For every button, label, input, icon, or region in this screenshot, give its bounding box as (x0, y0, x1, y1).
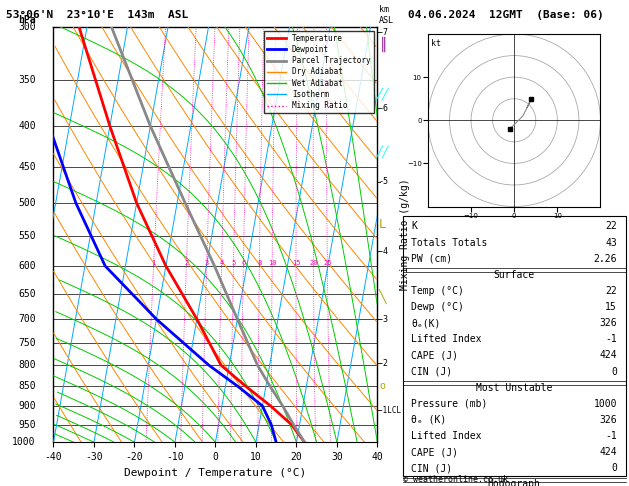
Text: 3: 3 (204, 260, 209, 266)
Text: θₑ (K): θₑ (K) (411, 415, 447, 425)
Text: 750: 750 (18, 338, 36, 348)
Text: hPa: hPa (18, 15, 36, 25)
Text: o: o (379, 381, 386, 391)
Text: ║: ║ (380, 36, 387, 52)
Text: 950: 950 (18, 419, 36, 430)
Text: 424: 424 (599, 350, 617, 361)
Text: 400: 400 (18, 121, 36, 131)
Text: 53°06'N  23°10'E  143m  ASL: 53°06'N 23°10'E 143m ASL (6, 10, 189, 20)
Text: ╲: ╲ (379, 289, 386, 304)
Text: -6: -6 (379, 104, 389, 113)
Text: θₑ(K): θₑ(K) (411, 318, 441, 328)
Text: 8: 8 (257, 260, 262, 266)
Text: 1000: 1000 (593, 399, 617, 409)
Text: 10: 10 (268, 260, 276, 266)
Text: -2: -2 (379, 359, 389, 367)
Text: 22: 22 (605, 286, 617, 296)
Text: 800: 800 (18, 360, 36, 370)
Text: 25: 25 (323, 260, 331, 266)
Text: 600: 600 (18, 261, 36, 271)
Text: CAPE (J): CAPE (J) (411, 447, 459, 457)
Text: Lifted Index: Lifted Index (411, 334, 482, 344)
Text: K: K (411, 222, 418, 231)
Text: CAPE (J): CAPE (J) (411, 350, 459, 361)
Text: Lifted Index: Lifted Index (411, 431, 482, 441)
Text: Most Unstable: Most Unstable (476, 382, 552, 393)
Text: 850: 850 (18, 381, 36, 391)
Text: 326: 326 (599, 415, 617, 425)
Text: 550: 550 (18, 231, 36, 241)
X-axis label: Dewpoint / Temperature (°C): Dewpoint / Temperature (°C) (125, 468, 306, 478)
Text: PW (cm): PW (cm) (411, 254, 453, 264)
Text: 650: 650 (18, 289, 36, 298)
Text: ╱╱: ╱╱ (376, 145, 389, 158)
Text: CIN (J): CIN (J) (411, 463, 453, 473)
Text: 350: 350 (18, 75, 36, 85)
Text: 5: 5 (231, 260, 235, 266)
Text: 0: 0 (611, 366, 617, 377)
Text: Surface: Surface (494, 270, 535, 280)
Legend: Temperature, Dewpoint, Parcel Trajectory, Dry Adiabat, Wet Adiabat, Isotherm, Mi: Temperature, Dewpoint, Parcel Trajectory… (264, 31, 374, 113)
Text: ╱╱: ╱╱ (376, 87, 389, 100)
Text: 1: 1 (152, 260, 155, 266)
Text: -1: -1 (605, 334, 617, 344)
Text: 2.26: 2.26 (593, 254, 617, 264)
Text: 04.06.2024  12GMT  (Base: 06): 04.06.2024 12GMT (Base: 06) (408, 10, 603, 20)
Text: 43: 43 (605, 238, 617, 247)
Text: 4: 4 (220, 260, 224, 266)
Text: 2: 2 (184, 260, 189, 266)
Text: -1LCL: -1LCL (379, 406, 402, 415)
Text: -3: -3 (379, 314, 389, 324)
Text: 15: 15 (292, 260, 300, 266)
Text: Pressure (mb): Pressure (mb) (411, 399, 488, 409)
Text: 22: 22 (605, 222, 617, 231)
Text: 900: 900 (18, 401, 36, 411)
Text: -7: -7 (379, 28, 389, 37)
Text: 326: 326 (599, 318, 617, 328)
Text: -1: -1 (605, 431, 617, 441)
Text: Temp (°C): Temp (°C) (411, 286, 464, 296)
Text: © weatheronline.co.uk: © weatheronline.co.uk (403, 474, 508, 484)
Text: 500: 500 (18, 198, 36, 208)
Text: CIN (J): CIN (J) (411, 366, 453, 377)
Text: 424: 424 (599, 447, 617, 457)
Text: 0: 0 (611, 463, 617, 473)
Text: Dewp (°C): Dewp (°C) (411, 302, 464, 312)
Text: -4: -4 (379, 247, 389, 256)
Text: kt: kt (431, 39, 442, 48)
Text: 450: 450 (18, 162, 36, 172)
Text: 700: 700 (18, 314, 36, 324)
Text: 1000: 1000 (12, 437, 36, 447)
Text: 300: 300 (18, 22, 36, 32)
Text: km
ASL: km ASL (379, 5, 394, 25)
Text: L: L (379, 218, 386, 231)
Text: -5: -5 (379, 177, 389, 186)
Text: 15: 15 (605, 302, 617, 312)
Text: 20: 20 (309, 260, 318, 266)
Text: Hodograph: Hodograph (487, 479, 541, 486)
Text: Mixing Ratio (g/kg): Mixing Ratio (g/kg) (400, 179, 410, 290)
Text: 6: 6 (241, 260, 245, 266)
Text: Totals Totals: Totals Totals (411, 238, 488, 247)
